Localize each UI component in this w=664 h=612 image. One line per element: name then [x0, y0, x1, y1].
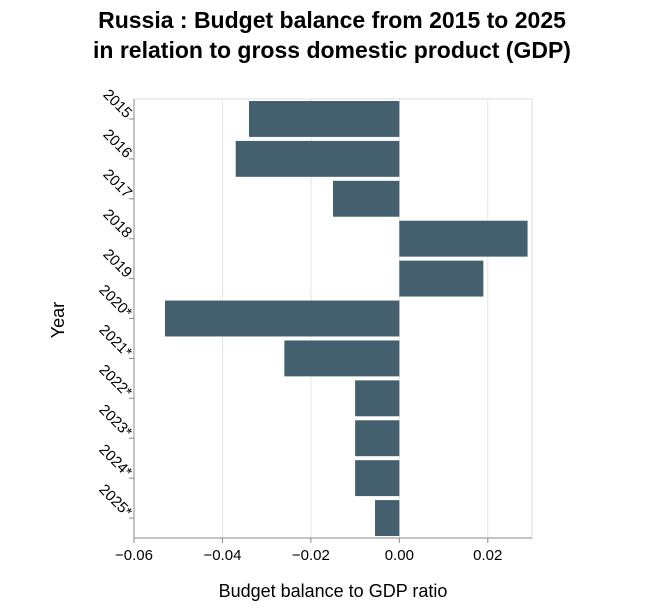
bar-2022* — [355, 380, 399, 416]
y-tick-label: 2023* — [95, 401, 135, 441]
bar-2024* — [355, 460, 399, 496]
y-tick-label: 2017 — [100, 166, 136, 202]
bar-2025* — [375, 500, 399, 536]
bars — [165, 101, 528, 536]
y-tick-label: 2019 — [100, 246, 136, 282]
y-tick-label: 2025* — [95, 481, 135, 521]
y-tick-label: 2024* — [95, 441, 135, 481]
y-tick-label: 2021* — [95, 321, 135, 361]
x-axis: −0.06 −0.04 −0.02 0.00 0.02 — [115, 538, 532, 564]
bar-2017 — [333, 181, 399, 217]
y-axis-title: Year — [48, 302, 68, 338]
bar-2021* — [284, 340, 399, 376]
y-tick-label: 2018 — [100, 206, 136, 242]
bar-2023* — [355, 420, 399, 456]
x-tick-label: 0.00 — [385, 547, 414, 564]
x-axis-title: Budget balance to GDP ratio — [219, 581, 448, 601]
bar-2020* — [165, 301, 399, 337]
x-tick-label: −0.04 — [203, 547, 241, 564]
y-axis: 2015 2016 2017 2018 20192020*2021*2022*2023*… — [95, 86, 135, 538]
bar-2015 — [249, 101, 399, 137]
x-tick-label: −0.06 — [115, 547, 153, 564]
y-tick-label: 2020* — [95, 282, 135, 322]
bar-2019 — [399, 261, 483, 297]
y-tick-label: 2022* — [95, 361, 135, 401]
x-tick-label: 0.02 — [473, 547, 502, 564]
bar-2018 — [399, 221, 527, 257]
y-tick-label: 2016 — [100, 126, 136, 162]
bar-2016 — [236, 141, 400, 177]
y-tick-label: 2015 — [100, 86, 136, 122]
x-tick-label: −0.02 — [292, 547, 330, 564]
